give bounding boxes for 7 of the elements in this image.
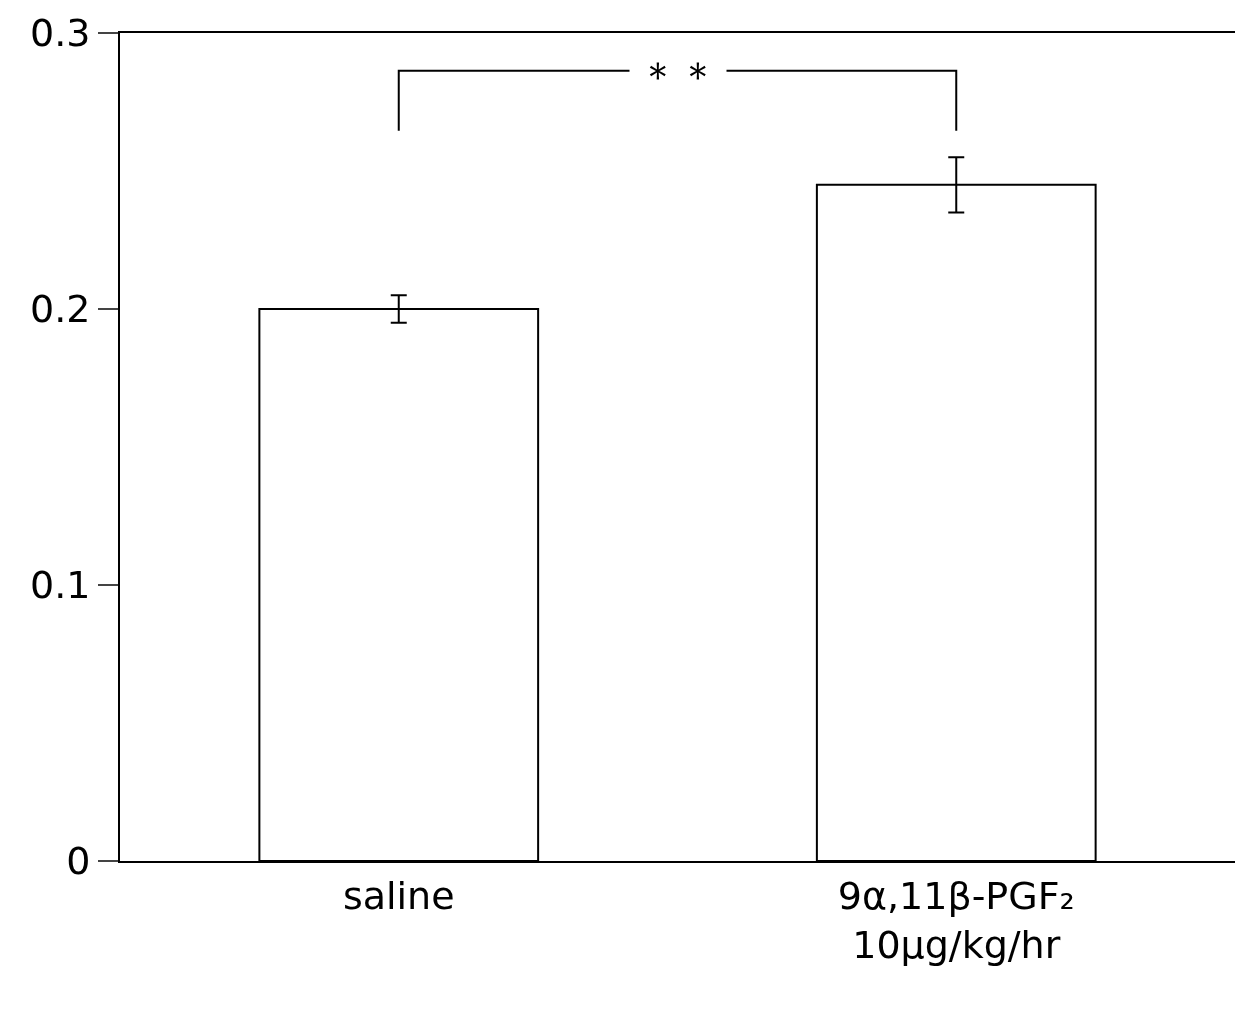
- y-tick-label: 0: [66, 839, 91, 884]
- x-tick-label: 9α,11β-PGF₂ 10μg/kg/hr: [837, 873, 1075, 967]
- x-tick-label: saline: [342, 873, 455, 918]
- annotation: ＊＊: [638, 53, 718, 99]
- y-tick-label: 0.2: [29, 287, 91, 332]
- y-tick-label: 0.3: [29, 11, 91, 56]
- y-tick-label: 0.1: [29, 563, 91, 608]
